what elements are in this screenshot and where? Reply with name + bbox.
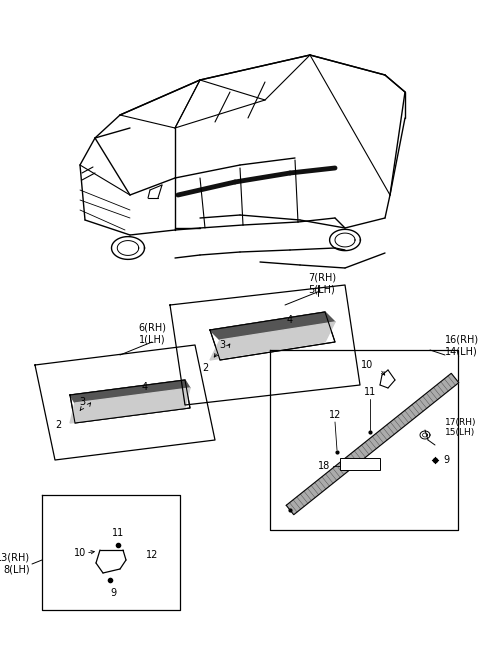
- Text: 1(LH): 1(LH): [139, 335, 165, 345]
- Text: 17(RH): 17(RH): [445, 417, 477, 426]
- Text: 13(RH): 13(RH): [0, 553, 30, 563]
- Text: 3: 3: [219, 340, 225, 350]
- Polygon shape: [210, 312, 335, 340]
- Text: 3: 3: [79, 397, 85, 407]
- Text: 16(RH): 16(RH): [445, 335, 479, 345]
- Text: 10: 10: [74, 548, 86, 558]
- Polygon shape: [210, 322, 335, 360]
- Text: 14(LH): 14(LH): [445, 347, 478, 357]
- Text: 6(RH): 6(RH): [138, 323, 166, 333]
- Text: 15(LH): 15(LH): [445, 428, 475, 438]
- Text: 10: 10: [361, 360, 373, 370]
- Text: 9: 9: [443, 455, 449, 465]
- Text: 2: 2: [202, 363, 208, 373]
- Polygon shape: [70, 388, 190, 423]
- Text: 4: 4: [142, 382, 148, 392]
- Bar: [340, 458, 380, 470]
- Text: 4: 4: [287, 315, 293, 325]
- Text: 8(LH): 8(LH): [3, 565, 30, 575]
- Text: 12: 12: [146, 550, 158, 560]
- Text: 11: 11: [364, 387, 376, 397]
- Text: 5(LH): 5(LH): [308, 284, 335, 294]
- Polygon shape: [286, 373, 459, 515]
- Text: 12: 12: [329, 410, 341, 420]
- Text: 18: 18: [318, 461, 330, 471]
- Text: 9: 9: [110, 588, 116, 598]
- Polygon shape: [70, 380, 190, 403]
- Text: 2: 2: [55, 420, 61, 430]
- Text: 11: 11: [112, 528, 124, 538]
- Text: 7(RH): 7(RH): [308, 272, 336, 282]
